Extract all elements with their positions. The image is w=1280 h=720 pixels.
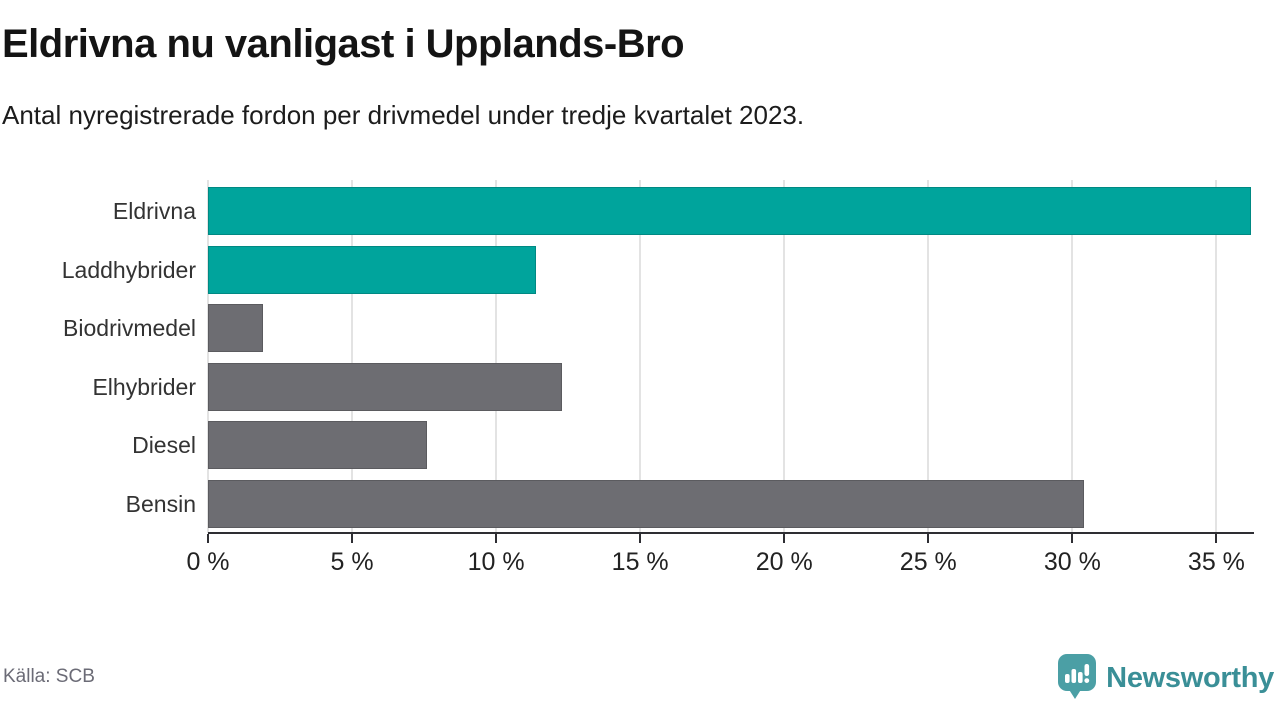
grid-line [639,180,642,533]
x-axis-tick-label: 35 % [1187,548,1245,576]
x-axis-tick [783,534,786,543]
x-axis-tick [927,534,930,543]
bar-laddhybrider [208,245,537,294]
x-axis-line [208,532,1254,534]
x-axis-tick-label: 10 % [467,548,525,576]
bar-chart: Eldrivna Laddhybrider Biodrivmedel Elhybrid… [0,180,1280,600]
category-label: Diesel [132,432,196,459]
x-axis-tick [495,534,498,543]
newsworthy-speech-bubble-chart-icon [1056,652,1098,705]
x-axis-tick [351,534,354,543]
x-axis-tick-label: 5 % [330,548,374,576]
chart-subtitle: Antal nyregistrerade fordon per drivmede… [2,100,805,130]
grid-line [1071,180,1074,533]
category-label: Biodrivmedel [63,315,196,342]
x-axis-tick-label: 15 % [611,548,669,576]
category-label: Laddhybrider [61,256,196,283]
grid-line [351,180,354,533]
bar-eldrivna [208,187,1251,235]
x-axis-tick-label: 20 % [755,548,813,576]
bar-diesel [208,421,427,470]
grid-line [927,180,930,533]
x-axis-tick-label: 30 % [1043,548,1101,576]
newsworthy-logo: Newsworthy [1056,652,1274,705]
newsworthy-wordmark: Newsworthy [1106,662,1274,694]
x-axis-tick [207,534,209,543]
source-note: Källa: SCB [3,666,95,687]
grid-line [207,180,209,533]
bar-bensin [208,480,1084,528]
x-axis-tick-label: 0 % [186,548,230,576]
x-axis-tick [1071,534,1074,543]
category-label: Bensin [125,491,196,517]
grid-line [1215,180,1218,533]
x-axis-tick-label: 25 % [899,548,957,576]
x-axis-tick [1215,534,1218,543]
category-label: Elhybrider [92,373,196,400]
plot-area [207,180,1251,533]
grid-line [783,180,786,533]
chart-title: Eldrivna nu vanligast i Upplands-Bro [2,22,685,66]
category-label: Eldrivna [112,198,196,224]
bar-biodrivmedel [208,304,263,353]
bar-elhybrider [208,362,563,411]
grid-line [495,180,498,533]
x-axis-tick [639,534,642,543]
